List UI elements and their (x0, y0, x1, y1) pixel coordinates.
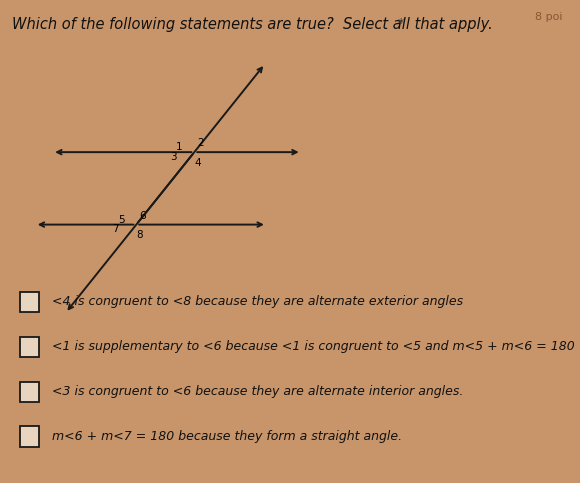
Text: 1: 1 (176, 142, 183, 152)
Text: 5: 5 (118, 215, 125, 225)
Bar (20, 382, 39, 402)
Bar (20, 426, 39, 447)
Bar (20, 337, 39, 357)
Text: <4 is congruent to <8 because they are alternate exterior angles: <4 is congruent to <8 because they are a… (52, 296, 463, 308)
Text: 4: 4 (194, 158, 201, 168)
Bar (20, 292, 39, 312)
Text: 8 poi: 8 poi (535, 12, 563, 22)
Text: 3: 3 (170, 152, 177, 162)
Text: <3 is congruent to <6 because they are alternate interior angles.: <3 is congruent to <6 because they are a… (52, 385, 463, 398)
Text: <1 is supplementary to <6 because <1 is congruent to <5 and m<5 + m<6 = 180: <1 is supplementary to <6 because <1 is … (52, 341, 575, 353)
Text: m<6 + m<7 = 180 because they form a straight angle.: m<6 + m<7 = 180 because they form a stra… (52, 430, 403, 443)
Text: 2: 2 (197, 139, 204, 148)
Text: *: * (397, 17, 404, 30)
Text: 7: 7 (112, 225, 119, 234)
Text: 8: 8 (136, 230, 143, 240)
Text: 6: 6 (139, 211, 146, 221)
Text: Which of the following statements are true?  Select all that apply.: Which of the following statements are tr… (12, 17, 492, 32)
